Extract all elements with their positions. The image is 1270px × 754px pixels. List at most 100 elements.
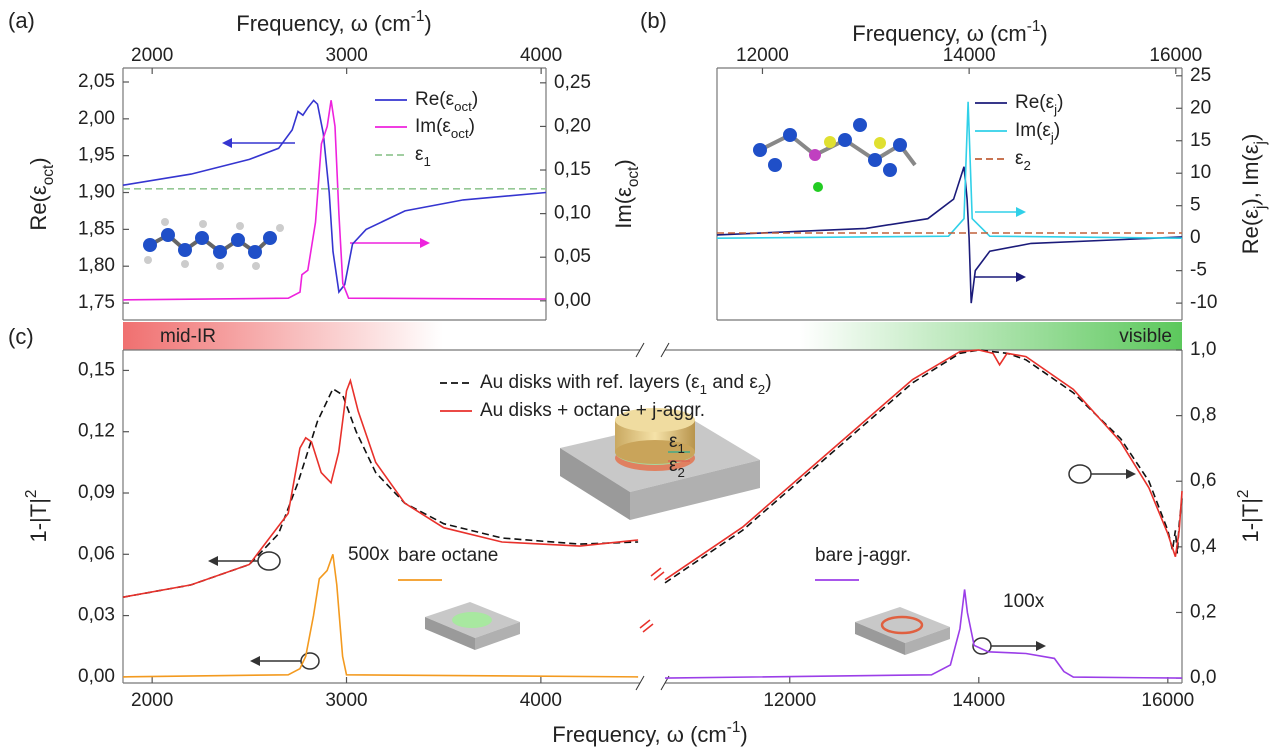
text-part: Frequency, ω (cm <box>552 722 726 747</box>
text-part: 1 <box>423 154 430 169</box>
text-part: -1 <box>727 719 741 736</box>
y-tick-label: 2,05 <box>78 71 115 92</box>
panel-label: (c) <box>8 324 34 349</box>
y-tick-label: 5 <box>1190 195 1201 216</box>
x-tick-label: 4000 <box>520 690 562 711</box>
y-tick-label: 0,03 <box>78 605 115 626</box>
text-part: 2 <box>758 382 765 397</box>
text-part: ) <box>424 11 431 36</box>
y-tick-label: -5 <box>1190 260 1207 281</box>
y2-tick-label: 0,8 <box>1190 405 1216 426</box>
text-part: Im(ε <box>415 116 451 137</box>
j-aggr-inset <box>855 607 950 655</box>
text-part: bare octane <box>398 545 498 566</box>
y2-axis-title: 1-|T|2 <box>1235 490 1263 543</box>
legend-label: ε2 <box>1015 148 1031 173</box>
y-tick-label: 0,00 <box>78 666 115 687</box>
text-part: Au disks with ref. layers (ε <box>480 372 700 393</box>
text-part: mid-IR <box>160 326 216 347</box>
x-tick-label: 16000 <box>1149 45 1202 66</box>
legend-label: bare octane <box>398 545 498 566</box>
x-tick-label: 16000 <box>1141 690 1194 711</box>
y-tick-label: 25 <box>1190 65 1211 86</box>
text-part: 1-|T| <box>1238 498 1263 542</box>
x-axis-title: Frequency, ω (cm-1) <box>236 8 432 36</box>
annotation: ε2 <box>669 455 685 480</box>
text-part: ε <box>415 144 424 165</box>
y2-tick-label: 0,4 <box>1190 536 1217 557</box>
y-axis-title: Re(εoct) <box>26 157 57 230</box>
text-part: Au disks + octane + j-aggr. <box>480 400 705 421</box>
text-part: ) <box>472 89 478 110</box>
text-part: -1 <box>411 8 425 25</box>
y-tick-label: 0,06 <box>78 543 115 564</box>
text-part: ) <box>26 157 51 164</box>
y-tick-label: 0,15 <box>78 359 115 380</box>
series-line <box>122 100 547 301</box>
text-part: 1 <box>677 441 684 456</box>
y-tick-label: 0,12 <box>78 421 115 442</box>
y-tick-label: 1,90 <box>78 182 115 203</box>
annotation: visible <box>1119 326 1172 347</box>
text-part: Re(ε <box>1015 92 1055 113</box>
axis-break <box>639 619 651 629</box>
series-line <box>716 166 1183 304</box>
text-part: 1 <box>700 382 707 397</box>
axis-break <box>635 675 645 691</box>
y-tick-label: 20 <box>1190 97 1211 118</box>
text-part: Im(ε <box>1015 120 1051 141</box>
text-part: oct <box>40 164 57 185</box>
y-tick-label: 1,80 <box>78 255 115 276</box>
axis-break <box>660 342 670 358</box>
legend-label: Re(εoct) <box>415 89 478 114</box>
text-part: Frequency, ω (cm <box>852 21 1026 46</box>
octane-inset <box>425 602 520 650</box>
text-part: j <box>1050 130 1054 145</box>
text-part: 1-|T| <box>26 498 51 542</box>
text-part: bare j-aggr. <box>815 545 911 566</box>
series-line <box>664 589 1183 679</box>
axis-break <box>635 342 645 358</box>
y2-tick-label: 0,2 <box>1190 601 1216 622</box>
x-axis-title: Frequency, ω (cm-1) <box>852 18 1048 46</box>
legend-label: Im(εj) <box>1015 120 1060 145</box>
x-tick-label: 3000 <box>325 690 367 711</box>
y2-tick-label: 0,00 <box>554 290 591 311</box>
annotation: mid-IR <box>160 326 216 347</box>
series-line <box>122 387 639 598</box>
text-part: oct <box>625 166 642 187</box>
y-tick-label: 0 <box>1190 227 1201 248</box>
series-line <box>664 349 1183 581</box>
y2-tick-label: 0,20 <box>554 115 591 136</box>
series-line <box>664 349 1183 584</box>
text-part: j <box>1252 206 1269 210</box>
legend-label: Re(εj) <box>1015 92 1063 117</box>
text-part: 2 <box>23 490 40 499</box>
y2-tick-label: 0,15 <box>554 159 591 180</box>
x-tick-label: 3000 <box>326 45 368 66</box>
axis-arrows <box>208 138 1136 670</box>
j-aggregate-molecule <box>753 118 917 192</box>
y-axis-title: Re(εj), Im(εj) <box>1238 134 1269 255</box>
x-tick-label: 4000 <box>520 45 562 66</box>
y2-tick-label: 0,0 <box>1190 667 1216 688</box>
x-tick-label: 12000 <box>736 45 789 66</box>
text-part: Im(ε <box>611 187 636 229</box>
x-tick-label: 2000 <box>131 45 173 66</box>
text-part: ) <box>1040 21 1047 46</box>
disk-inset <box>560 408 760 520</box>
text-part: 500x <box>348 544 390 565</box>
text-part: 2 <box>1235 490 1252 499</box>
text-part: 100x <box>1003 591 1045 612</box>
text-part: 2 <box>677 465 684 480</box>
text-part: ), Im(ε <box>1238 144 1263 205</box>
legend-label: Im(εoct) <box>415 116 475 141</box>
legend-label: Au disks + octane + j-aggr. <box>480 400 705 421</box>
y-tick-label: 1,75 <box>78 292 115 313</box>
annotation: 500x <box>348 544 390 565</box>
text-part: visible <box>1119 326 1172 347</box>
y2-axis-title: Im(εoct) <box>611 159 642 228</box>
octane-molecule <box>143 218 284 270</box>
text-part: ) <box>611 159 636 166</box>
legend-label: ε1 <box>415 144 431 169</box>
